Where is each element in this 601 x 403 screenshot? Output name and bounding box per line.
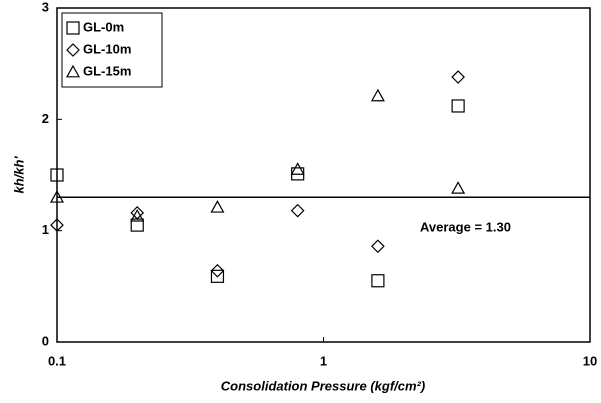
point (370, 88, 385, 102)
y-tick-label: 1 (42, 222, 49, 237)
legend-marker (66, 21, 80, 35)
point (371, 239, 385, 254)
y-axis-label: kh/kh' (11, 156, 26, 194)
legend-marker (66, 43, 80, 57)
legend-label: GL-0m (83, 19, 124, 34)
x-axis-label: Consolidation Pressure (kgf/cm²) (221, 378, 425, 393)
x-tick-label: 1 (320, 353, 327, 368)
point (371, 274, 385, 288)
point (50, 168, 64, 182)
point (451, 99, 465, 113)
point (290, 162, 305, 175)
point (49, 190, 65, 203)
point (290, 203, 305, 218)
legend-marker (65, 64, 81, 78)
y-tick-label: 2 (42, 111, 49, 126)
x-tick-label: 0.1 (48, 353, 66, 368)
point (210, 200, 225, 213)
point (130, 206, 145, 220)
x-tick-label: 10 (583, 353, 597, 368)
annotation: Average = 1.30 (420, 219, 511, 234)
point (451, 70, 465, 84)
point (50, 218, 64, 232)
point (130, 208, 145, 222)
point (451, 181, 466, 194)
legend-label: GL-10m (83, 41, 131, 56)
y-tick-label: 3 (42, 0, 49, 14)
legend-label: GL-15m (83, 63, 131, 78)
point (210, 263, 225, 278)
point (210, 269, 225, 283)
y-tick-label: 0 (42, 333, 49, 348)
